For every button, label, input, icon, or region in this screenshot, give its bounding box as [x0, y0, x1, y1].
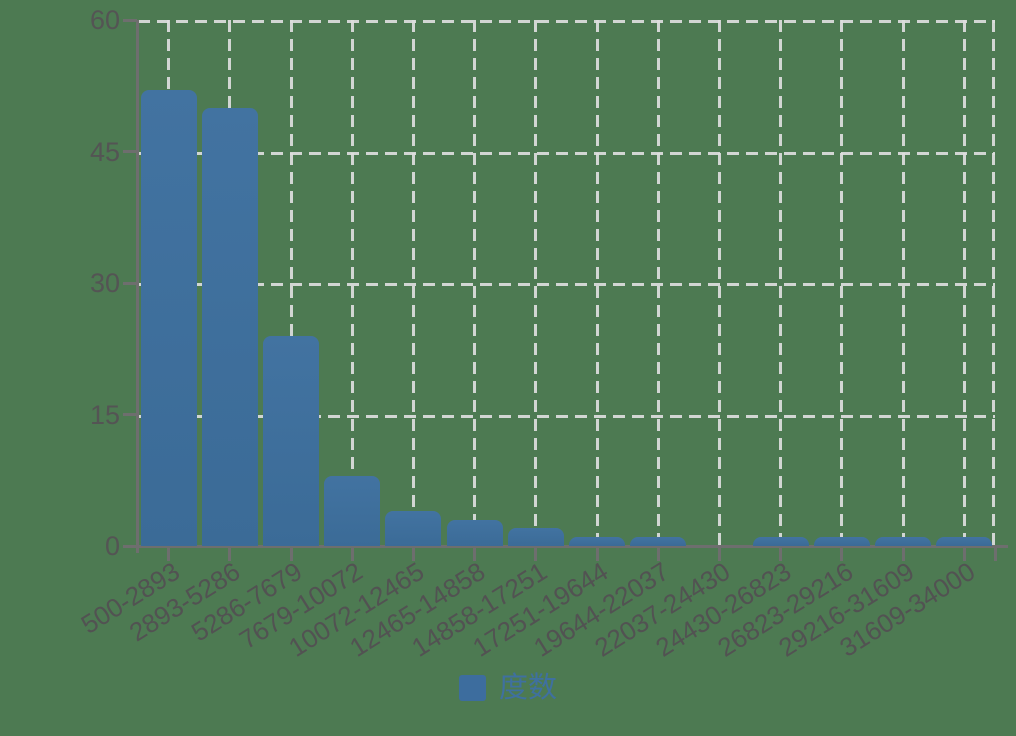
plot-area: [138, 20, 995, 546]
x-tick-7: [534, 547, 538, 561]
bar-5286-7679: [263, 335, 320, 546]
x-tick-right-edge: [993, 547, 997, 561]
x-tick-9: [656, 547, 660, 561]
x-tick-10: [718, 547, 722, 561]
v-gridline-10: [718, 20, 722, 546]
x-tick-2: [228, 547, 232, 561]
bar-12465-14858: [446, 519, 503, 546]
bar-7679-10072: [324, 475, 381, 546]
v-gridline-7: [534, 20, 538, 546]
v-gridline-13: [901, 20, 905, 546]
y-tick-60: [123, 18, 137, 22]
v-gridline-6: [473, 20, 477, 546]
y-tick-30: [123, 281, 137, 285]
y-tick-label-60: 60: [89, 5, 120, 35]
h-gridline-15: [138, 414, 995, 418]
bar-10072-12465: [385, 510, 442, 546]
bar-29216-31609: [875, 537, 932, 546]
bar-14858-17251: [507, 528, 564, 546]
y-tick-15: [123, 413, 137, 416]
v-gridline-right-edge: [992, 20, 995, 546]
bar-2893-5286: [201, 107, 258, 546]
h-gridline-60: [138, 20, 995, 23]
legend-item-frequency[interactable]: 度数: [458, 672, 557, 704]
bar-500-2893: [140, 90, 197, 546]
bar-31609-34000: [936, 537, 993, 546]
x-tick-6: [473, 547, 477, 561]
x-tick-5: [411, 547, 415, 561]
legend-label: 度数: [498, 672, 557, 704]
v-gridline-5: [411, 20, 415, 546]
bar-26823-29216: [813, 537, 870, 546]
x-tick-13: [901, 547, 905, 561]
v-gridline-9: [656, 20, 660, 546]
x-tick-8: [595, 547, 599, 561]
v-gridline-8: [595, 20, 599, 546]
y-tick-label-30: 30: [89, 268, 120, 298]
v-gridline-11: [779, 20, 783, 546]
v-gridline-14: [962, 20, 966, 546]
legend: 度数: [0, 672, 1016, 704]
x-tick-12: [840, 547, 844, 561]
y-tick-45: [123, 150, 137, 153]
bar-19644-22037: [630, 537, 687, 546]
x-tick-1: [167, 547, 171, 561]
v-gridline-12: [840, 20, 844, 546]
y-tick-label-0: 0: [104, 531, 120, 561]
h-gridline-30: [138, 283, 995, 286]
x-tick-14: [962, 547, 966, 561]
legend-swatch: [458, 675, 486, 701]
y-tick-label-15: 15: [89, 399, 120, 430]
y-tick-label-45: 45: [89, 136, 120, 167]
y-axis-line: [136, 20, 139, 553]
v-gridline-3: [289, 20, 293, 546]
x-axis-line: [136, 545, 1008, 548]
y-tick-0: [123, 544, 137, 548]
bar-24430-26823: [752, 537, 809, 546]
x-tick-4: [350, 547, 354, 561]
v-gridline-4: [350, 20, 354, 546]
h-gridline-45: [138, 151, 995, 155]
bar-17251-19644: [569, 537, 626, 546]
x-tick-11: [779, 547, 783, 561]
x-tick-3: [289, 547, 293, 561]
